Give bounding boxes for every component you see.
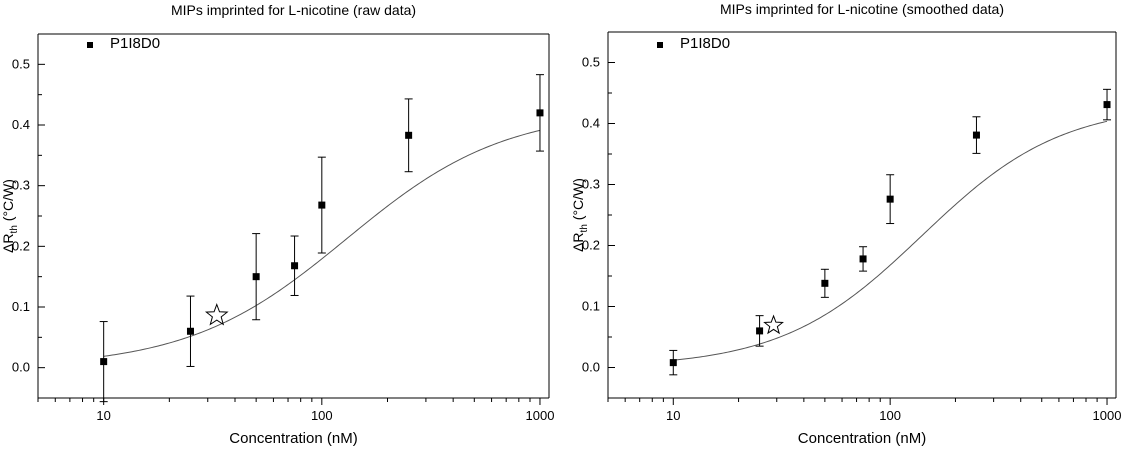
y-axis-label: ΔRth (°C/W) bbox=[0, 179, 20, 253]
y-tick-label: 0.0 bbox=[12, 360, 30, 375]
y-axis-label-subscript: th bbox=[579, 224, 590, 232]
data-point bbox=[100, 358, 108, 366]
data-point bbox=[886, 195, 894, 203]
y-tick-label: 0.3 bbox=[12, 178, 30, 193]
legend-label: P1I8D0 bbox=[110, 35, 160, 52]
fit-curve bbox=[673, 120, 1108, 361]
x-tick-label: 100 bbox=[311, 408, 333, 423]
y-axis-label-main: ΔR bbox=[573, 232, 586, 251]
chart-panel-smoothed: 0.0 0.1 0.2 0.3 0.4 0.5 10 100 1000 MIPs imprinte… bbox=[570, 0, 1145, 450]
y-tick-label: 0.4 bbox=[12, 117, 30, 132]
data-point bbox=[186, 327, 194, 335]
star-marker bbox=[763, 314, 784, 335]
x-tick-label: 1000 bbox=[1093, 408, 1122, 423]
y-tick-label: 0.2 bbox=[582, 238, 600, 253]
fit-curve bbox=[103, 129, 541, 357]
y-tick-label: 0.1 bbox=[12, 299, 30, 314]
data-point bbox=[405, 131, 413, 139]
data-point bbox=[536, 109, 544, 117]
y-tick-label: 0.4 bbox=[582, 116, 600, 131]
y-axis-label-main: ΔR bbox=[0, 233, 16, 252]
data-point bbox=[1103, 101, 1111, 109]
y-tick-label: 0.2 bbox=[12, 238, 30, 253]
chart-panel-raw: 0.0 0.1 0.2 0.3 0.4 0.5 10 100 1000 MIPs imprinte… bbox=[0, 0, 573, 450]
data-point bbox=[291, 262, 299, 270]
y-tick-label: 0.1 bbox=[582, 299, 600, 314]
star-marker bbox=[204, 303, 229, 326]
y-tick-label: 0.5 bbox=[12, 56, 30, 71]
x-axis-label: Concentration (nM) bbox=[229, 430, 357, 447]
x-tick-label: 100 bbox=[879, 408, 901, 423]
data-point bbox=[252, 273, 260, 281]
y-axis-label: ΔRth (°C/W) bbox=[573, 178, 590, 252]
chart-title: MIPs imprinted for L-nicotine (raw data) bbox=[171, 2, 416, 18]
legend-marker bbox=[657, 42, 663, 48]
y-axis-label-unit: (°C/W) bbox=[573, 178, 586, 224]
y-tick-label: 0.3 bbox=[582, 177, 600, 192]
chart-smoothed-data: 0.0 0.1 0.2 0.3 0.4 0.5 10 100 1000 MIPs imprinte… bbox=[570, 1, 1122, 447]
legend-label: P1I8D0 bbox=[680, 35, 730, 52]
chart-raw-data: 0.0 0.1 0.2 0.3 0.4 0.5 10 100 1000 MIPs imprinte… bbox=[0, 2, 555, 447]
data-point bbox=[318, 201, 326, 209]
legend-marker bbox=[87, 42, 93, 48]
y-tick-label: 0.5 bbox=[582, 55, 600, 70]
data-point bbox=[972, 131, 980, 139]
data-point bbox=[821, 279, 829, 287]
data-point bbox=[669, 359, 677, 367]
y-axis-label-subscript: th bbox=[9, 225, 20, 233]
y-axis-label-unit: (°C/W) bbox=[0, 179, 16, 225]
x-tick-label: 10 bbox=[96, 408, 110, 423]
x-tick-label: 10 bbox=[666, 408, 680, 423]
x-tick-label: 1000 bbox=[526, 408, 555, 423]
y-tick-label: 0.0 bbox=[582, 360, 600, 375]
x-axis-label: Concentration (nM) bbox=[798, 430, 926, 447]
data-point bbox=[859, 255, 867, 263]
chart-title: MIPs imprinted for L-nicotine (smoothed … bbox=[720, 1, 1004, 17]
data-point bbox=[756, 327, 764, 335]
